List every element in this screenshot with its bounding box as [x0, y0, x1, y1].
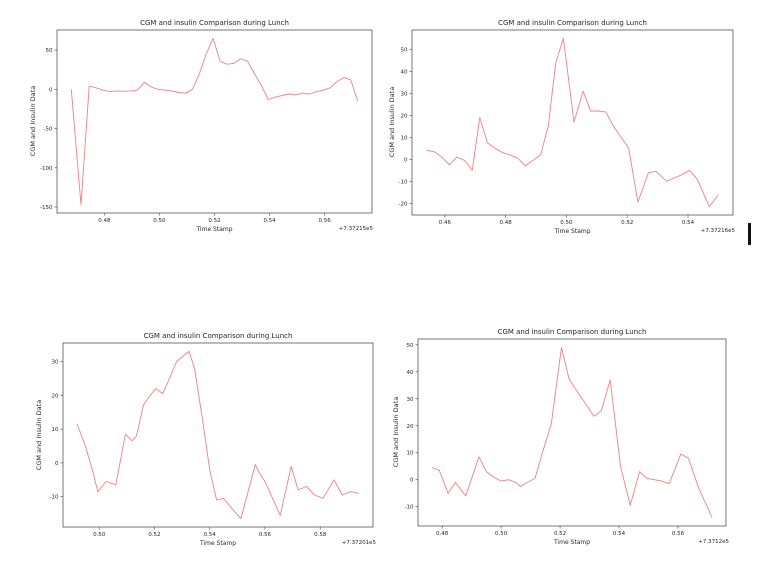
axis-offset-text: +7.37201e5 — [341, 540, 376, 546]
plot-area: 0.48 0.50 0.52 0.54 0.56 50 40 30 20 10 0 -10 — [405, 338, 727, 537]
x-axis-label: Time Stamp — [196, 226, 233, 233]
y-tick-label: 40 — [407, 370, 414, 376]
x-tick-label: 0.56 — [672, 531, 685, 537]
y-tick-label: -100 — [40, 166, 53, 172]
y-tick-label: 20 — [52, 393, 59, 399]
y-tick-label: 30 — [401, 91, 408, 97]
y-tick-label: -10 — [405, 505, 414, 511]
chart-title: CGM and insulin Comparison during Lunch — [498, 19, 647, 27]
chart-bottom-left: 0.50 0.52 0.54 0.56 0.58 30 20 10 0 -10 CGM and i… — [10, 320, 385, 575]
x-tick-label: 0.46 — [439, 220, 452, 226]
y-tick-label: 20 — [407, 424, 414, 430]
plot-border — [62, 342, 374, 528]
y-tick-label: -10 — [50, 495, 59, 501]
y-tick-label: -10 — [399, 179, 408, 185]
data-line — [70, 37, 359, 206]
text-cursor-artifact — [748, 223, 751, 245]
x-tick-label: 0.50 — [560, 220, 573, 226]
x-tick-label: 0.50 — [495, 531, 508, 537]
x-tick-label: 0.48 — [98, 218, 111, 224]
y-tick-label: -50 — [44, 127, 53, 133]
data-line — [431, 347, 713, 518]
plot-border — [417, 338, 727, 527]
chart-top-left: 0.48 0.50 0.52 0.54 0.56 50 0 -50 -100 -150 CGM a… — [10, 8, 382, 258]
data-line — [426, 37, 719, 208]
x-tick-label: 0.54 — [682, 220, 695, 226]
y-tick-label: 30 — [407, 397, 414, 403]
y-tick-label: 0 — [410, 478, 414, 484]
plot-area: 0.46 0.48 0.50 0.52 0.54 50 40 30 20 10 0 -10 -20 — [399, 29, 734, 226]
y-tick-label: 30 — [52, 360, 59, 366]
x-axis-label: Time Stamp — [199, 540, 237, 547]
x-tick-label: 0.56 — [319, 218, 332, 224]
x-tick-label: 0.58 — [314, 532, 327, 538]
axis-offset-text: +7.37216e5 — [700, 228, 735, 234]
plot-border — [56, 29, 373, 214]
x-tick-label: 0.54 — [263, 218, 276, 224]
axis-offset-text: +7.3712e5 — [698, 539, 729, 545]
x-tick-label: 0.54 — [204, 532, 217, 538]
y-axis-label: CGM and Insulin Data — [29, 85, 37, 157]
y-tick-label: 10 — [52, 427, 59, 433]
y-tick-label: 50 — [46, 48, 53, 54]
y-tick-label: 0 — [49, 87, 53, 93]
x-tick-label: 0.50 — [93, 532, 106, 538]
plot-border — [411, 29, 734, 216]
x-tick-label: 0.52 — [554, 531, 566, 537]
x-tick-label: 0.48 — [436, 531, 449, 537]
x-axis-label: Time Stamp — [553, 539, 591, 546]
x-tick-label: 0.56 — [259, 532, 272, 538]
y-tick-label: 0 — [55, 461, 59, 467]
plot-area: 0.50 0.52 0.54 0.56 0.58 30 20 10 0 -10 — [50, 342, 374, 538]
y-tick-label: -150 — [40, 205, 53, 211]
x-tick-label: 0.50 — [153, 218, 166, 224]
plot-area: 0.48 0.50 0.52 0.54 0.56 50 0 -50 -100 -150 — [40, 29, 373, 224]
chart-top-right: 0.46 0.48 0.50 0.52 0.54 50 40 30 20 10 0 -10 -20 CG… — [385, 8, 750, 258]
y-tick-label: 0 — [404, 157, 408, 163]
y-tick-label: 50 — [401, 47, 408, 53]
data-line — [76, 350, 359, 520]
x-axis-label: Time Stamp — [554, 228, 591, 235]
x-tick-label: 0.52 — [621, 220, 633, 226]
y-tick-label: 20 — [401, 113, 408, 119]
y-tick-label: 40 — [401, 69, 408, 75]
y-axis-label: CGM and Insulin Data — [392, 396, 400, 468]
y-axis-label: CGM and Insulin Data — [388, 86, 396, 158]
y-tick-label: 50 — [407, 343, 414, 349]
x-tick-label: 0.54 — [613, 531, 626, 537]
x-tick-label: 0.48 — [500, 220, 513, 226]
x-tick-label: 0.52 — [208, 218, 220, 224]
x-tick-label: 0.52 — [148, 532, 160, 538]
y-tick-label: -20 — [399, 201, 408, 207]
y-tick-label: 10 — [407, 451, 414, 457]
chart-bottom-right: 0.48 0.50 0.52 0.54 0.56 50 40 30 20 10 0 -10 CGM a… — [385, 320, 750, 575]
chart-title: CGM and insulin Comparison during Lunch — [140, 19, 289, 27]
y-axis-label: CGM and Insulin Data — [35, 399, 43, 471]
axis-offset-text: +7.37215e5 — [338, 226, 373, 232]
chart-title: CGM and insulin Comparison during Lunch — [143, 332, 293, 340]
y-tick-label: 10 — [401, 135, 408, 141]
chart-title: CGM and insulin Comparison during Lunch — [497, 328, 647, 336]
